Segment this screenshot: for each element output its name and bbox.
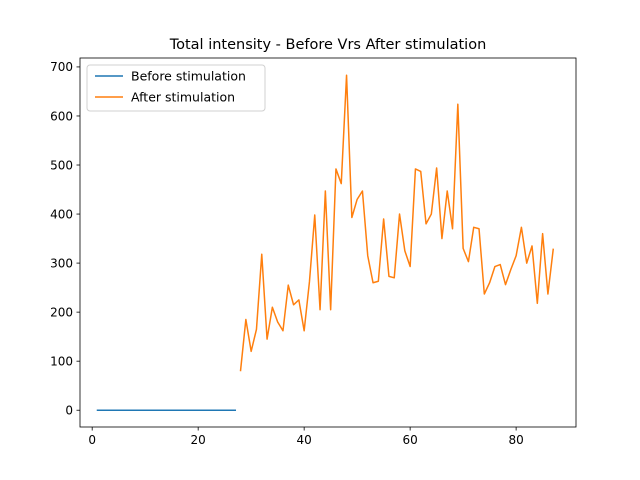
y-tick-label: 600: [50, 109, 73, 123]
y-tick-label: 100: [50, 354, 73, 368]
y-tick-label: 200: [50, 305, 73, 319]
y-axis-ticks: 0 100 200 300 400 500 600 700: [50, 60, 80, 418]
legend-box: [86, 64, 266, 112]
y-tick-label: 0: [65, 404, 73, 418]
x-tick-label: 0: [88, 433, 96, 447]
x-tick-label: 20: [191, 433, 206, 447]
x-tick-label: 60: [402, 433, 417, 447]
series-layer: [96, 74, 555, 411]
plot-frame: [79, 57, 577, 428]
x-axis-ticks: 0 20 40 60 80: [88, 427, 524, 447]
y-tick-label: 400: [50, 207, 73, 221]
legend-label: Before stimulation: [131, 69, 246, 84]
chart-title: Total intensity - Before Vrs After stimu…: [169, 37, 487, 53]
y-tick-label: 700: [50, 60, 73, 74]
x-tick-label: 80: [508, 433, 523, 447]
legend-label: After stimulation: [131, 90, 235, 105]
y-tick-label: 300: [50, 256, 73, 270]
y-tick-label: 500: [50, 158, 73, 172]
x-tick-label: 40: [297, 433, 312, 447]
legend: Before stimulation After stimulation: [86, 64, 266, 112]
series-line-after: [239, 74, 555, 372]
